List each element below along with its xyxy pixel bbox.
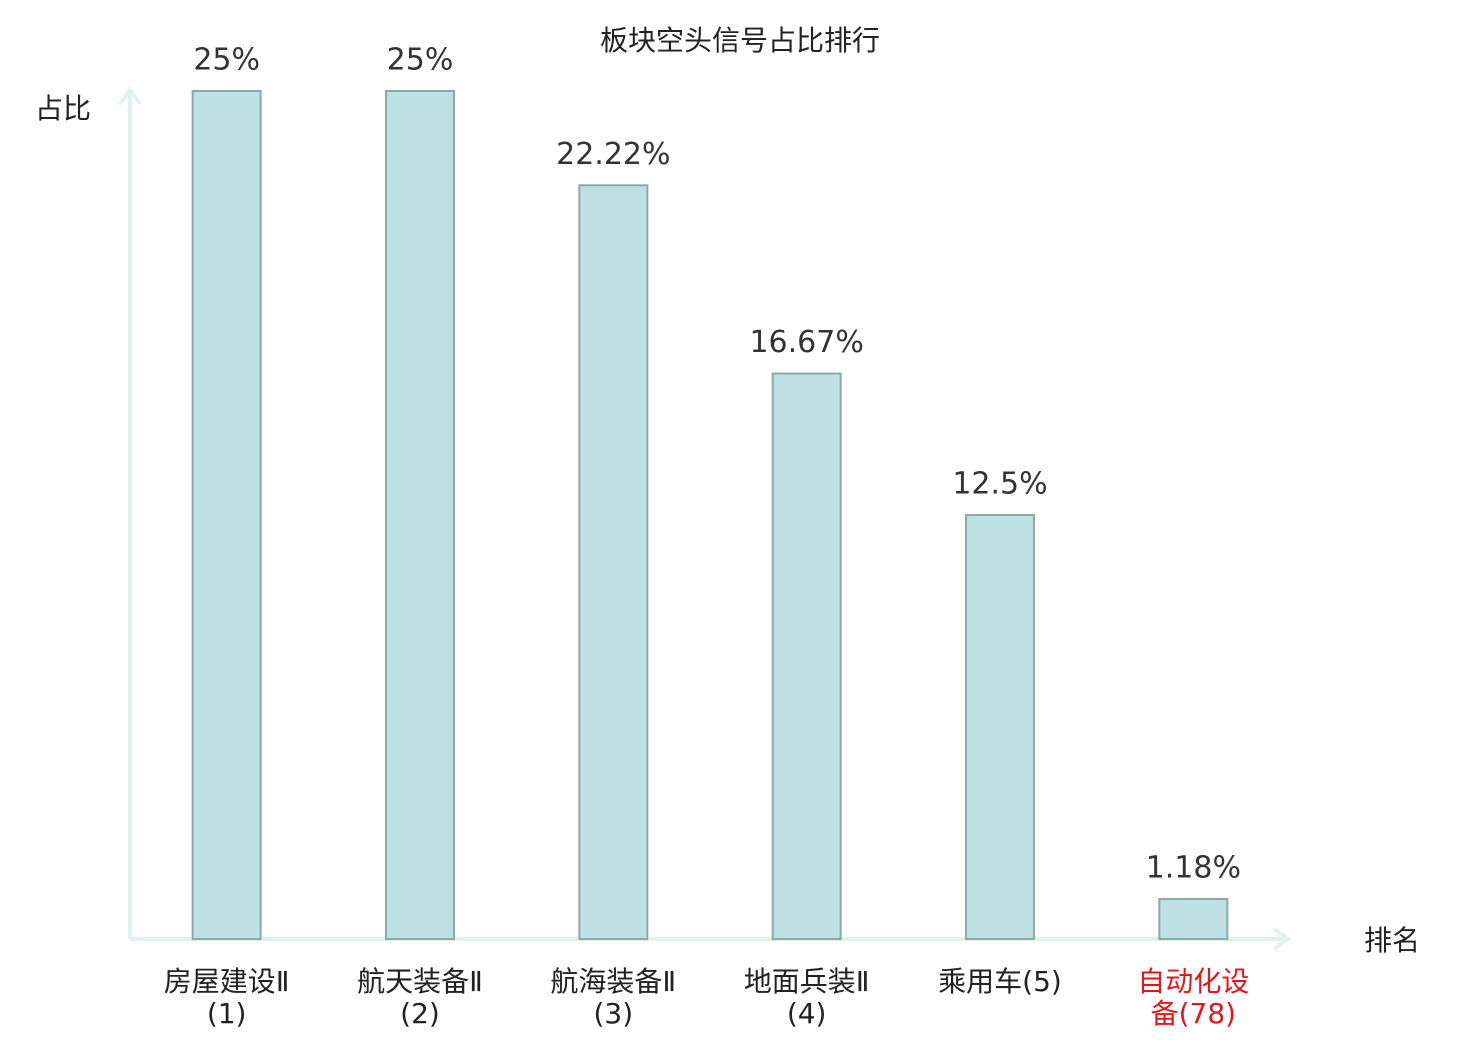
- bar: [1158, 897, 1229, 941]
- bar: [965, 514, 1035, 940]
- axes: [118, 86, 1292, 951]
- x-tick-label: 航海装备Ⅱ(3): [550, 965, 677, 1030]
- value-label: 12.5%: [952, 467, 1047, 502]
- x-tick-label: 乘用车(5): [938, 965, 1062, 998]
- x-axis: [130, 927, 1292, 951]
- x-tick-label: 房屋建设Ⅱ(1): [163, 965, 290, 1030]
- value-label: 25%: [387, 43, 454, 78]
- y-axis-label: 占比: [35, 92, 91, 125]
- bar: [771, 372, 842, 940]
- y-axis: [118, 86, 142, 939]
- x-tick-label: 航天装备Ⅱ(2): [357, 965, 483, 1030]
- value-label: 1.18%: [1146, 850, 1241, 885]
- value-label: 22.22%: [556, 137, 670, 172]
- chart-title: 板块空头信号占比排行: [600, 24, 880, 57]
- bar: [191, 90, 262, 940]
- x-tick-label: 自动化设备(78): [1137, 965, 1250, 1030]
- x-tick-label: 地面兵装Ⅱ(4): [743, 965, 870, 1030]
- x-axis-label: 排名: [1364, 924, 1420, 957]
- bar: [385, 90, 455, 940]
- bar: [578, 184, 649, 940]
- value-label: 25%: [193, 43, 260, 78]
- value-label: 16.67%: [749, 325, 863, 360]
